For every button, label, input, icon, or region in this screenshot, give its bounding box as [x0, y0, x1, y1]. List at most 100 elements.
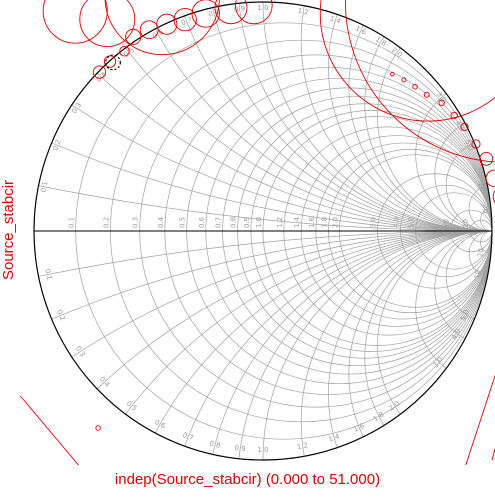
stability-circle	[450, 111, 458, 120]
resistance-tick-label: 4.0	[392, 217, 400, 228]
stability-circle	[319, 0, 495, 122]
resistance-tick-label: 1.8	[320, 217, 328, 228]
stability-circle	[412, 83, 418, 90]
reactance-tick-label: 20	[476, 248, 485, 258]
resistance-tick-label: 1.2	[276, 217, 284, 228]
resistance-tick-label: 0.4	[157, 216, 165, 228]
stability-circle	[345, 0, 495, 163]
reactance-tick-label: 0.5	[125, 400, 139, 413]
resistance-tick-label: 0.5	[179, 217, 187, 228]
stability-circle	[92, 65, 107, 79]
resistance-tick-label: 0.1	[68, 217, 76, 228]
stability-circle	[79, 0, 136, 48]
reactance-circle	[34, 2, 492, 232]
reactance-circle	[434, 230, 492, 346]
reactance-circle	[445, 230, 492, 323]
reactance-tick-label: 10	[477, 182, 487, 192]
resistance-tick-label: 0.2	[102, 217, 110, 228]
stability-circle	[438, 99, 445, 106]
reactance-circle	[364, 2, 492, 232]
reactance-tick-label: 1.8	[372, 411, 386, 424]
selected-stability-circle	[105, 54, 121, 71]
reactance-circle	[445, 139, 492, 232]
reactance-circle	[377, 2, 492, 232]
stability-circle	[191, 0, 220, 28]
reactance-tick-label: 2.0	[388, 400, 402, 413]
stability-circle-arc	[19, 395, 80, 465]
reactance-circle	[300, 230, 492, 460]
reactance-tick-label: 0.2	[51, 139, 63, 152]
reactance-tick-label: 1.2	[296, 441, 308, 451]
reactance-tick-label: 1.0	[257, 4, 268, 12]
reactance-circle	[468, 184, 492, 232]
resistance-tick-label: 0.9	[243, 217, 251, 228]
resistance-tick-label: 0.8	[230, 217, 238, 228]
stability-circle	[485, 169, 495, 188]
reactance-tick-label: 0.9	[234, 444, 246, 453]
reactance-tick-label: 1.2	[297, 7, 309, 17]
reactance-circle	[237, 2, 492, 232]
stability-circle	[471, 139, 481, 149]
stability-circle	[173, 7, 197, 32]
resistance-tick-label: 1.6	[308, 216, 316, 228]
reactance-tick-label: 5.0	[463, 139, 475, 152]
x-axis-label: indep(Source_stabcir) (0.000 to 51.000)	[114, 471, 381, 488]
reactance-circle	[364, 230, 492, 460]
reactance-tick-label: 5.0	[459, 309, 471, 322]
reactance-circle	[377, 230, 492, 460]
resistance-tick-label: 5.0	[408, 217, 416, 228]
reactance-tick-label: 3.0	[432, 356, 445, 370]
reactance-tick-label: 1.0	[257, 446, 268, 454]
stability-circle	[95, 425, 101, 431]
reactance-tick-label: 0.7	[180, 16, 193, 27]
stability-circle	[42, 0, 108, 44]
resistance-tick-label: 3.0	[370, 217, 378, 228]
reactance-circle	[328, 230, 492, 460]
reactance-tick-label: 10	[473, 269, 483, 279]
resistance-tick-label: 20	[462, 219, 470, 228]
reactance-circle	[348, 2, 492, 232]
resistance-tick-label: 0.7	[215, 217, 223, 228]
reactance-circle	[164, 230, 492, 460]
reactance-tick-label: 0.1	[43, 268, 53, 281]
stability-circle	[401, 77, 407, 83]
reactance-circle	[328, 2, 492, 232]
reactance-tick-label: 0.1	[39, 181, 49, 194]
stability-circle-arc	[465, 374, 495, 465]
stability-circle	[390, 71, 395, 77]
stability-circles	[19, 0, 495, 465]
resistance-tick-label: 0.6	[198, 216, 206, 228]
reactance-tick-label: 0.6	[153, 418, 167, 431]
reactance-circle	[300, 2, 492, 232]
reactance-circle	[434, 116, 492, 232]
reactance-tick-label: 1.4	[329, 14, 343, 25]
reactance-circle	[34, 2, 492, 232]
reactance-tick-label: 0.3	[74, 345, 87, 359]
stability-circle	[119, 45, 130, 57]
reactance-circle	[205, 2, 492, 232]
reactance-tick-label: 1.4	[327, 432, 341, 443]
stability-circle	[103, 55, 117, 68]
reactance-circle	[348, 230, 492, 460]
reactance-circle	[34, 2, 492, 232]
reactance-tick-label: 0.8	[209, 440, 222, 450]
resistance-tick-label: 0.3	[132, 217, 140, 228]
stability-circle	[423, 91, 430, 98]
reactance-tick-label: 0.8	[208, 8, 221, 18]
reactance-tick-label: 0.9	[234, 5, 246, 14]
resistance-tick-label: 1.4	[293, 216, 301, 228]
reactance-tick-label: 20	[480, 204, 489, 214]
y-axis-label: Source_stabcir	[0, 179, 17, 281]
resistance-tick-label: 1.0	[255, 217, 263, 228]
stability-circle	[460, 122, 469, 131]
reactance-circle	[34, 2, 492, 232]
resistance-tick-label: 10	[442, 219, 450, 228]
stability-circle	[235, 0, 273, 25]
stability-circle	[214, 0, 248, 25]
stability-circle	[492, 189, 495, 204]
stability-circle	[479, 152, 494, 166]
stability-circle	[104, 0, 220, 56]
reactance-tick-label: 0.2	[55, 309, 67, 322]
